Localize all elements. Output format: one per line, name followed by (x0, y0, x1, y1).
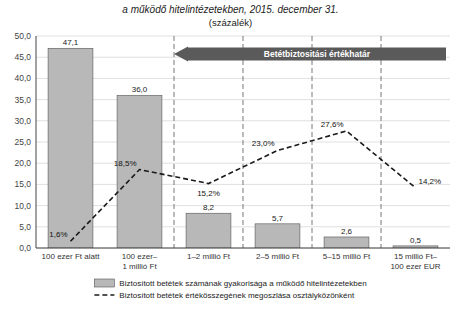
grid-line (36, 226, 450, 227)
bar (117, 95, 162, 248)
separator (381, 36, 382, 248)
x-tick-label: 15 millió Ft–100 ezer EUR (390, 252, 440, 271)
separator (174, 36, 175, 248)
bar-label: 0,5 (410, 236, 422, 245)
labels: 47,1 36,0 8,2 5,7 2,6 0,5 1,6% 18,5% 15,2% 23,0% 2… (49, 38, 441, 245)
line-label: 1,6% (49, 230, 67, 239)
line (71, 131, 416, 241)
x-axis (36, 248, 450, 249)
line-label: 18,5% (114, 159, 137, 168)
x-tick-label: 1–2 millió Ft (187, 252, 231, 261)
bar-label: 36,0 (132, 85, 148, 94)
legend-swatch (94, 279, 114, 287)
bar (48, 48, 93, 248)
line-label: 15,2% (197, 189, 220, 198)
line-label: 14,2% (419, 177, 442, 186)
y-tick-label: 15,0 (14, 179, 31, 189)
annotation: Betétbiztositási értékhatár (264, 49, 371, 59)
y-tick-label: 20,0 (14, 158, 31, 168)
bar-label: 47,1 (63, 38, 79, 47)
y-tick-label: 25,0 (14, 137, 31, 147)
bar (186, 213, 231, 248)
y-tick-label: 40,0 (14, 73, 31, 83)
bar-label: 5,7 (272, 214, 284, 223)
separator (312, 36, 313, 248)
subtitle: (százalék) (209, 17, 252, 28)
y-axis (36, 36, 37, 248)
legend-label: Biztosított betétek számának gyakorisága… (119, 279, 366, 288)
legend-item: Biztosított betétek értékösszegének mego… (94, 291, 355, 300)
grid-line (36, 248, 450, 249)
annotation-arrow (174, 47, 446, 62)
x-tick-label: 2–5 millió Ft (256, 252, 300, 261)
plot-area (48, 48, 438, 248)
line-label: 27,6% (321, 120, 344, 129)
separator (243, 36, 244, 248)
legend-swatch (94, 294, 114, 296)
x-tick-label: 100 ezer Ft alatt (42, 252, 101, 261)
y-tick-label: 30,0 (14, 116, 31, 126)
bar-label: 2,6 (341, 227, 353, 236)
grid-line (36, 163, 450, 164)
bar-label: 8,2 (203, 203, 215, 212)
bar (324, 237, 369, 248)
y-tick-label: 50,0 (14, 31, 31, 41)
y-tick-label: 10,0 (14, 201, 31, 211)
line-label: 23,0% (252, 139, 275, 148)
title: a működő hitelintézetekben, 2015. decemb… (122, 4, 338, 15)
y-tick-label: 35,0 (14, 95, 31, 105)
y-tick-label: 45,0 (14, 52, 31, 62)
x-tick-label: 5–15 millió Ft (323, 252, 371, 261)
legend: Biztosított betétek számának gyakorisága… (94, 279, 366, 300)
legend-label: Biztosított betétek értékösszegének mego… (119, 291, 355, 300)
bar (255, 224, 300, 248)
y-tick-label: 5,0 (19, 222, 31, 232)
chart: a működő hitelintézetekben, 2015. decemb… (0, 0, 461, 309)
y-tick-label: 0,0 (19, 243, 31, 253)
x-tick-label: 100 ezer–1 millió Ft (122, 252, 158, 271)
legend-item: Biztosított betétek számának gyakorisága… (94, 279, 366, 288)
grid-line (36, 99, 450, 100)
